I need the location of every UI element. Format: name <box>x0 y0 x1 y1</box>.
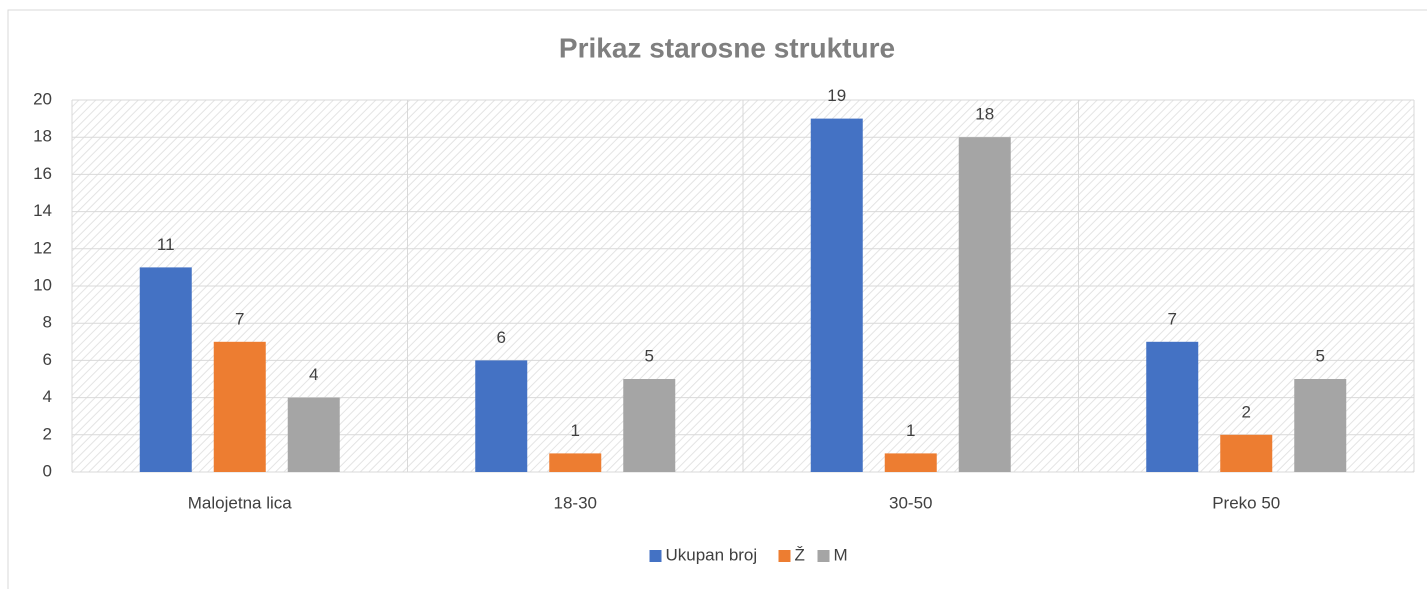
x-tick-label: 30-50 <box>889 493 932 512</box>
data-label: 5 <box>645 346 654 365</box>
data-label: 6 <box>497 328 506 347</box>
legend-label: M <box>834 545 848 564</box>
bar <box>1294 379 1347 472</box>
bar <box>1146 341 1199 472</box>
y-tick-label: 0 <box>43 461 52 480</box>
y-tick-label: 10 <box>33 275 52 294</box>
bar <box>1220 434 1273 472</box>
y-tick-label: 16 <box>33 164 52 183</box>
y-tick-label: 18 <box>33 127 52 146</box>
bar <box>623 379 676 472</box>
data-label: 2 <box>1242 402 1251 421</box>
legend-swatch <box>649 550 662 562</box>
y-tick-label: 2 <box>43 424 52 443</box>
data-label: 4 <box>309 365 318 384</box>
y-tick-label: 20 <box>33 89 52 108</box>
data-label: 18 <box>975 105 994 124</box>
bar <box>810 118 863 472</box>
y-tick-label: 8 <box>43 313 52 332</box>
bar <box>213 341 266 472</box>
bar <box>884 453 937 472</box>
y-tick-label: 12 <box>33 238 52 257</box>
y-tick-label: 6 <box>43 350 52 369</box>
legend-swatch <box>778 550 791 562</box>
bar <box>958 137 1011 472</box>
data-label: 1 <box>906 421 915 440</box>
legend-swatch <box>817 550 830 562</box>
chart-border <box>7 9 1427 589</box>
x-tick-label: 18-30 <box>554 493 597 512</box>
bar <box>549 453 602 472</box>
data-label: 7 <box>1168 309 1177 328</box>
legend-label: Ukupan broj <box>666 545 758 564</box>
x-tick-label: Preko 50 <box>1212 493 1280 512</box>
data-label: 11 <box>157 235 175 254</box>
chart-title: Prikaz starosne strukture <box>559 32 895 63</box>
data-label: 7 <box>235 309 244 328</box>
y-tick-label: 14 <box>33 201 52 220</box>
data-label: 5 <box>1316 346 1325 365</box>
legend-label: Ž <box>795 545 805 564</box>
data-label: 1 <box>571 421 580 440</box>
data-label: 19 <box>827 86 846 105</box>
x-tick-label: Malojetna lica <box>188 493 292 512</box>
bar <box>475 360 528 472</box>
y-tick-label: 4 <box>43 387 52 406</box>
bar <box>287 397 340 472</box>
bar <box>139 267 192 472</box>
